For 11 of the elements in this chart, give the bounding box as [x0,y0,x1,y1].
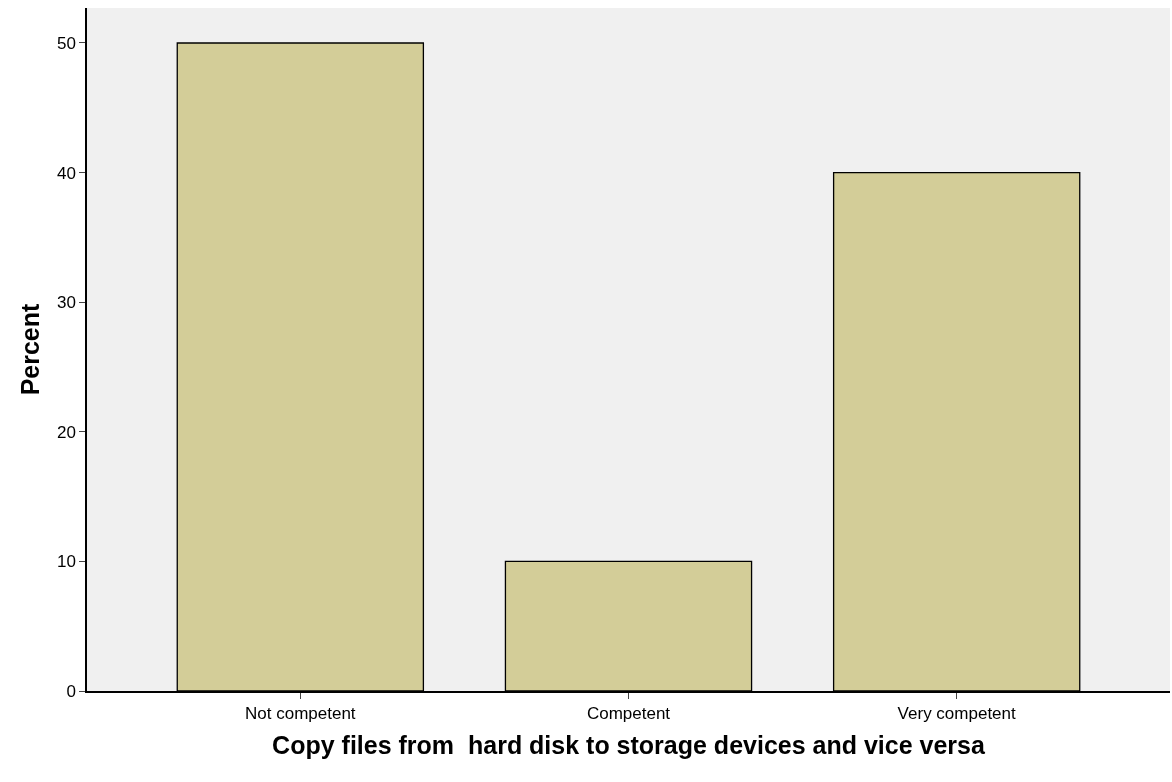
y-tick-label: 30 [56,293,76,313]
x-axis-title: Copy files from hard disk to storage devices and vice versa [272,730,986,759]
x-tick-label: Very competent [897,704,1017,724]
x-tick-label: Competent [586,704,671,724]
y-tick-label: 40 [56,163,76,183]
y-tick-label: 0 [66,681,76,701]
y-axis-title: Percent [16,302,45,396]
y-tick-label: 10 [56,552,76,572]
x-tick-label: Not competent [245,704,356,724]
y-tick-label: 20 [56,422,76,442]
y-tick-label: 50 [56,33,76,53]
